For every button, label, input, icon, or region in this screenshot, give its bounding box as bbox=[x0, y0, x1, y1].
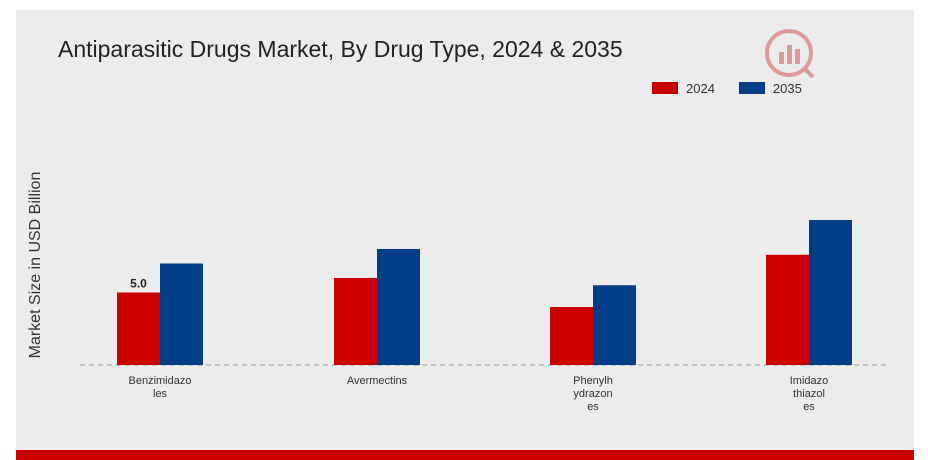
legend-label-2035: 2035 bbox=[772, 80, 802, 96]
bar-2024-2 bbox=[550, 307, 593, 365]
x-tick-label: Phenylh ydrazon es bbox=[573, 375, 613, 413]
data-label: 5.0 bbox=[130, 277, 147, 291]
bar-2035-3 bbox=[809, 220, 852, 365]
legend-label-2024: 2024 bbox=[686, 80, 715, 96]
legend-item-2024: 2024 bbox=[652, 81, 715, 96]
bar-2035-2 bbox=[593, 285, 636, 365]
legend-item-2035: 2035 bbox=[738, 80, 802, 96]
x-tick-label: Benzimidazo les bbox=[129, 375, 192, 400]
chart-title: Antiparasitic Drugs Market, By Drug Type… bbox=[58, 36, 623, 62]
bar-2035-0 bbox=[160, 263, 203, 365]
bar-2024-3 bbox=[766, 254, 809, 365]
bar-2024-0 bbox=[117, 292, 160, 365]
legend-swatch-2024 bbox=[652, 82, 678, 94]
logo-icon bbox=[762, 26, 816, 80]
bar-2035-1 bbox=[377, 249, 420, 365]
x-tick-label: Imidazo thiazol es bbox=[790, 375, 829, 413]
legend-swatch-2035 bbox=[738, 82, 765, 94]
legend: 2024 2035 bbox=[652, 80, 826, 96]
footer-bar bbox=[16, 450, 914, 460]
x-tick-label: Avermectins bbox=[347, 375, 408, 387]
bar-2024-1 bbox=[334, 278, 377, 365]
